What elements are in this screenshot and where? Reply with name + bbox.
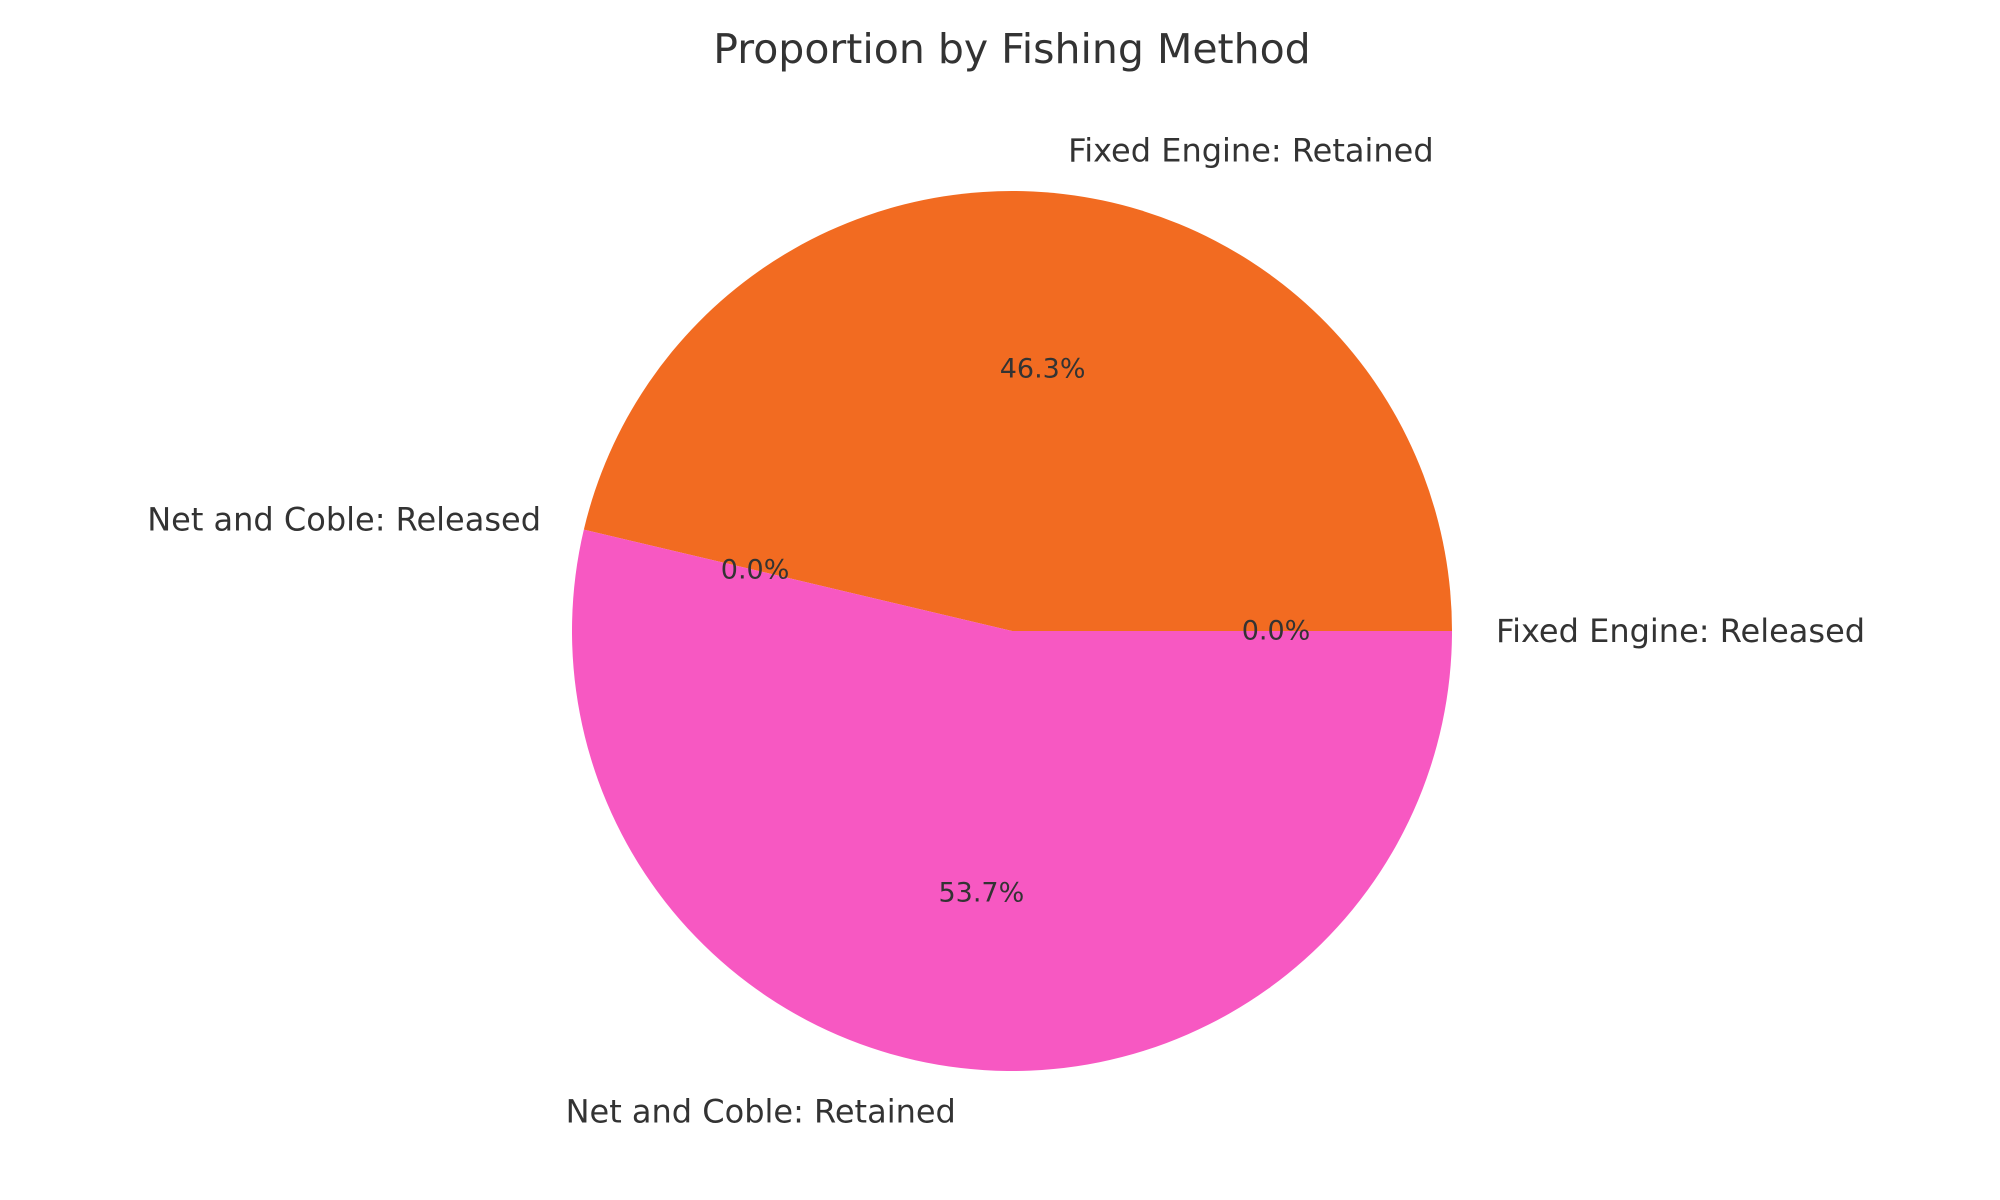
slice-label-net-and-coble-retained: Net and Coble: Retained	[566, 1093, 956, 1131]
pie-slices	[572, 190, 1452, 1071]
pct-label-fixed-engine-released: 0.0%	[1242, 616, 1311, 647]
pct-label-net-and-coble-released: 0.0%	[721, 555, 790, 586]
pct-label-fixed-engine-retained: 46.3%	[1000, 353, 1086, 384]
slice-label-fixed-engine-released: Fixed Engine: Released	[1496, 612, 1865, 650]
slice-label-net-and-coble-released: Net and Coble: Released	[147, 500, 541, 538]
pie-labels: Fixed Engine: Released 0.0% Fixed Engine: …	[147, 131, 1865, 1130]
chart-title: Proportion by Fishing Method	[713, 25, 1310, 73]
pct-label-net-and-coble-retained: 53.7%	[938, 878, 1024, 909]
pie-slice-fixed-engine-retained	[583, 190, 1452, 631]
slice-label-fixed-engine-retained: Fixed Engine: Retained	[1068, 131, 1434, 169]
pie-slice-net-and-coble-retained	[572, 529, 1452, 1071]
